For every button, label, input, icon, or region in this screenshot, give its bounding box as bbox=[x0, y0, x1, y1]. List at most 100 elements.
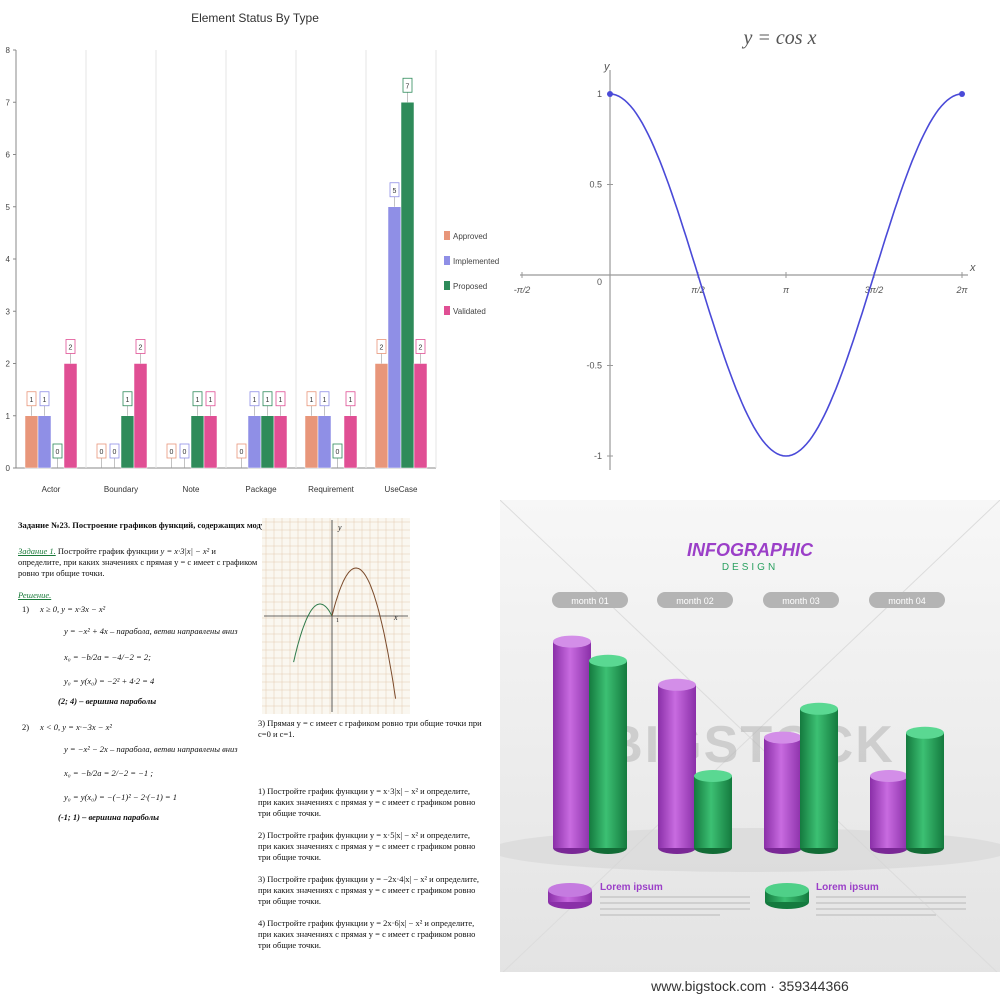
category-label: Actor bbox=[42, 485, 61, 494]
graph-y-label: y bbox=[337, 523, 342, 532]
task-formula: y = x·3|x| − x² bbox=[160, 546, 210, 556]
data-label-box bbox=[39, 391, 50, 407]
data-label-box bbox=[122, 391, 133, 407]
bar-proposed bbox=[260, 415, 275, 469]
data-label-box bbox=[376, 339, 387, 354]
y-tick-label: -0.5 bbox=[586, 361, 602, 371]
data-label-box bbox=[415, 339, 426, 354]
data-label: 1 bbox=[209, 397, 213, 404]
chart-title: Element Status By Type bbox=[191, 11, 319, 25]
bar-approved bbox=[24, 415, 39, 469]
data-label-box bbox=[96, 443, 107, 459]
legend-swatch bbox=[444, 281, 450, 290]
bar-implemented bbox=[317, 415, 332, 469]
cylinder-body bbox=[658, 684, 696, 848]
y-tick-label: 3 bbox=[6, 307, 11, 316]
cylinder-body bbox=[906, 732, 944, 848]
y-tick-label: 8 bbox=[6, 46, 11, 55]
bar-validated bbox=[343, 415, 358, 469]
data-label-box bbox=[306, 391, 317, 407]
document-title: Задание №23. Построение графиков функций… bbox=[18, 520, 275, 530]
data-label-box bbox=[402, 77, 413, 93]
category-label: Note bbox=[183, 485, 200, 494]
category-label: UseCase bbox=[385, 485, 418, 494]
data-label: 1 bbox=[196, 397, 200, 404]
bigstock-watermark: BIGSTOCK bbox=[605, 716, 895, 774]
bar-approved bbox=[374, 363, 389, 469]
data-label: 1 bbox=[253, 397, 257, 404]
y-tick-label: 0 bbox=[597, 277, 602, 287]
data-label: 2 bbox=[139, 345, 143, 352]
element-status-chart-panel: Element Status By Type 0 1 2 3 4 5 6 7 8 Actor Bou… bbox=[0, 0, 500, 510]
y-axis-label: y bbox=[603, 61, 611, 73]
case1-vertex-y: y₀ = y(x₀) = −2² + 4·2 = 4 bbox=[64, 676, 155, 686]
data-label-box bbox=[52, 443, 63, 459]
legend-label: Implemented bbox=[453, 257, 499, 266]
data-label: 1 bbox=[323, 397, 327, 404]
category-label: Package bbox=[245, 485, 277, 494]
math-document-panel: Задание №23. Построение графиков функций… bbox=[0, 510, 500, 1000]
data-label: 0 bbox=[240, 449, 244, 456]
data-label: 1 bbox=[266, 397, 270, 404]
month-label: month 02 bbox=[676, 596, 714, 606]
y-tick-label: 1 bbox=[597, 89, 602, 99]
data-label-box bbox=[262, 391, 273, 407]
cylinder-body bbox=[800, 708, 838, 848]
infographic-chart: INFOGRAPHIC DESIGN BIGSTOCK month 01 mont… bbox=[500, 500, 1000, 1000]
bar-validated bbox=[203, 415, 218, 469]
data-label: 1 bbox=[30, 397, 34, 404]
infographic-title: INFOGRAPHIC bbox=[687, 540, 814, 560]
data-label: 5 bbox=[393, 188, 397, 195]
legend-swatch bbox=[444, 231, 450, 240]
data-label-box bbox=[332, 443, 343, 459]
bar-validated bbox=[133, 363, 148, 469]
x-tick-label: π/2 bbox=[691, 285, 705, 295]
legend-label: Proposed bbox=[453, 282, 487, 291]
month-label: month 03 bbox=[782, 596, 820, 606]
solution-label: Решение. bbox=[18, 590, 52, 600]
month-pill bbox=[869, 592, 945, 608]
data-label-box bbox=[275, 391, 286, 407]
data-label: 0 bbox=[56, 449, 60, 456]
case2-vertex-y: y₀ = y(x₀) = −(−1)² − 2·(−1) = 1 bbox=[64, 792, 178, 802]
y-tick-label: 2 bbox=[6, 360, 11, 369]
step2-number: 2) bbox=[22, 722, 30, 732]
data-label: 2 bbox=[419, 345, 423, 352]
data-label-box bbox=[65, 339, 76, 354]
legend-title-2: Lorem ipsum bbox=[816, 882, 879, 893]
category-label: Requirement bbox=[308, 485, 355, 494]
cylinder-body bbox=[589, 660, 627, 848]
data-label-box bbox=[249, 391, 260, 407]
cylinder-top bbox=[870, 770, 908, 782]
month-pill bbox=[763, 592, 839, 608]
data-label: 7 bbox=[406, 83, 410, 90]
data-label: 1 bbox=[310, 397, 314, 404]
data-label: 1 bbox=[43, 397, 47, 404]
cosine-curve bbox=[609, 93, 963, 457]
x-axis-label: x bbox=[969, 262, 976, 274]
bar-proposed bbox=[190, 415, 205, 469]
infographic-subtitle: DESIGN bbox=[722, 562, 778, 573]
legend-swatch bbox=[444, 256, 450, 265]
bar-validated bbox=[413, 363, 428, 469]
task-paragraph: Задание 1. Постройте график функции y = … bbox=[18, 546, 258, 579]
exercise-3: 3) Постройте график функции y = −2x·4|x|… bbox=[258, 874, 480, 906]
data-label: 0 bbox=[170, 449, 174, 456]
cylinder-body bbox=[870, 776, 908, 848]
data-label-box bbox=[389, 182, 400, 198]
category-label: Boundary bbox=[104, 485, 138, 494]
y-tick-label: 0 bbox=[6, 464, 11, 473]
case1-vertex-note: (2; 4) – вершина параболы bbox=[58, 696, 157, 706]
cosine-title: y = cos x bbox=[742, 27, 817, 49]
cylinder-body bbox=[694, 776, 732, 848]
data-label-box bbox=[192, 391, 203, 407]
x-tick-label: 2π bbox=[955, 285, 968, 295]
case2-vertex-note: (-1; 1) – вершина параболы bbox=[58, 812, 159, 822]
infographic-panel: INFOGRAPHIC DESIGN BIGSTOCK month 01 mont… bbox=[500, 500, 1000, 1000]
data-label: 0 bbox=[100, 449, 104, 456]
bar-approved bbox=[304, 415, 319, 469]
cylinder-body bbox=[764, 737, 802, 848]
cylinder-top bbox=[589, 654, 627, 667]
y-tick-label: 5 bbox=[6, 203, 11, 212]
case1-condition: x ≥ 0, y = x·3x − x² bbox=[40, 604, 106, 614]
